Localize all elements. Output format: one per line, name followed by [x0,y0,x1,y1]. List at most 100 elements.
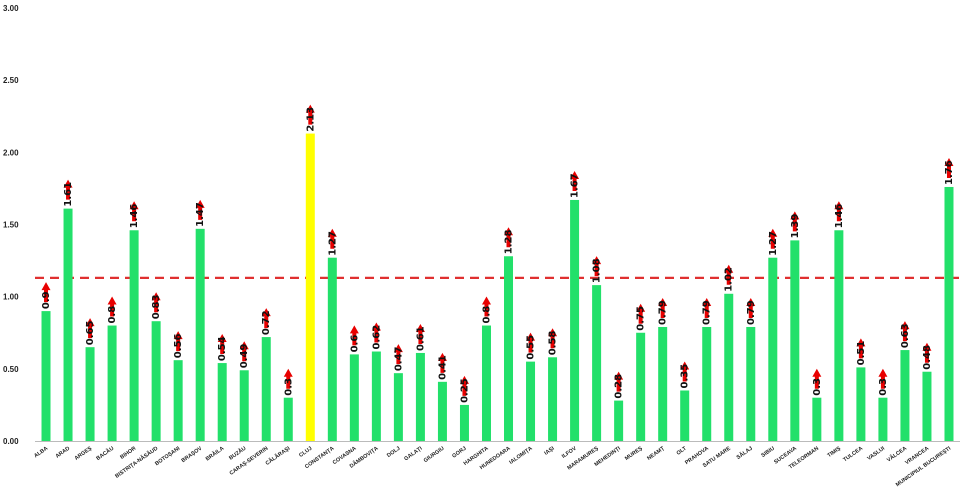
data-label: 0.3 [878,378,889,396]
bars-group [41,133,954,441]
up-arrow-marker [239,341,249,362]
bar [614,400,624,441]
data-label: 1.47 [195,202,206,227]
up-arrow-marker [900,321,910,342]
y-tick-label: 2.50 [3,76,19,85]
up-arrow-marker [746,297,756,318]
category-label: GALAȚI [403,445,424,462]
data-label: 0.8 [481,306,492,324]
up-arrow-marker [415,323,425,344]
data-label: 0.83 [151,294,162,319]
data-label: 0.9 [41,291,52,309]
category-label: CĂLĂRAȘI [264,445,292,467]
bar [592,285,602,441]
data-label: 0.56 [173,333,184,358]
up-arrow-marker [107,296,117,317]
data-label: 0.75 [636,306,647,331]
up-arrow-marker [371,322,381,343]
data-label: 1.61 [63,182,74,207]
data-label: 1.08 [592,258,603,283]
y-tick-label: 2.00 [3,148,19,157]
up-arrow-marker [195,199,205,220]
bar [702,326,712,441]
up-arrow-marker [856,338,866,359]
category-label: MUREȘ [624,446,644,462]
category-label: CLUJ [298,446,313,459]
bar [680,390,690,441]
up-arrow-marker [393,344,403,365]
bar [944,186,954,441]
bar [349,354,359,441]
bar [459,404,469,441]
up-arrow-marker [526,332,536,353]
data-label: 1.02 [724,267,735,292]
arrows-group [41,104,954,396]
bar [746,326,756,441]
bar [85,347,95,441]
data-label: 0.72 [261,310,272,335]
bar [834,230,844,441]
bar [371,351,381,441]
up-arrow-marker [261,308,271,329]
category-label: BACĂU [95,445,115,462]
up-arrow-marker [85,318,95,339]
category-label: BIHOR [119,446,137,461]
data-label: 1.46 [834,204,845,229]
x-axis: ALBA ARAD ARGEȘ BACĂU BIHORBISTRIȚA-NĂSĂUDBO… [33,441,960,488]
category-label: ARAD [55,446,71,460]
data-label: 0.55 [526,335,537,360]
bar [173,360,183,441]
up-arrow-marker [834,201,844,222]
bar [922,371,932,441]
data-label: 0.3 [812,378,823,396]
bar [415,352,425,441]
bar [856,367,866,441]
up-arrow-marker [548,328,558,349]
data-label: 1.67 [570,173,581,198]
up-arrow-marker [592,256,602,277]
data-label: 0.3 [283,378,294,396]
up-arrow-marker [283,368,293,389]
data-label: 0.58 [548,331,559,356]
bar [217,363,227,441]
up-arrow-marker [658,297,668,318]
category-label: BRAȘOV [181,446,204,465]
bar [812,397,822,441]
data-label: 1.39 [790,214,801,239]
data-label: 1.76 [944,160,955,185]
data-label: 0.35 [680,364,691,389]
data-label: 0.65 [85,320,96,345]
bar [63,208,73,441]
category-label: SIBIU [760,446,775,459]
category-label: OLT [676,445,689,456]
bar [658,326,668,441]
up-arrow-marker [790,211,800,232]
data-label: 0.28 [614,374,625,399]
category-label: SĂLAJ [735,445,754,461]
data-label: 0.51 [856,341,867,366]
data-label: 2.13 [305,107,316,132]
up-arrow-marker [724,264,734,285]
category-label: ARGEȘ [74,446,94,462]
up-arrow-marker [680,361,690,382]
data-label: 1.27 [327,231,338,256]
data-label: 0.63 [900,323,911,348]
data-label: 0.62 [371,325,382,350]
data-labels-group: 0.9 1.61 0.65 0.8 1.46 0.83 0.56 1.47 0.54 0.49 0.… [41,107,955,403]
bar [878,397,888,441]
bar [239,370,249,441]
data-label: 0.8 [107,306,118,324]
bar [636,332,646,441]
bar [724,293,734,441]
y-tick-label: 1.00 [3,293,19,302]
up-arrow-marker [459,375,469,396]
category-label: BRĂILA [204,445,225,463]
bar [195,228,205,441]
category-label: CARAȘ-SEVERIN [229,446,270,477]
bar [107,325,117,441]
data-label: 0.48 [922,345,933,370]
bar [283,397,293,441]
up-arrow-marker [768,228,778,249]
bar [548,357,558,441]
category-label: BUZĂU [228,445,248,462]
